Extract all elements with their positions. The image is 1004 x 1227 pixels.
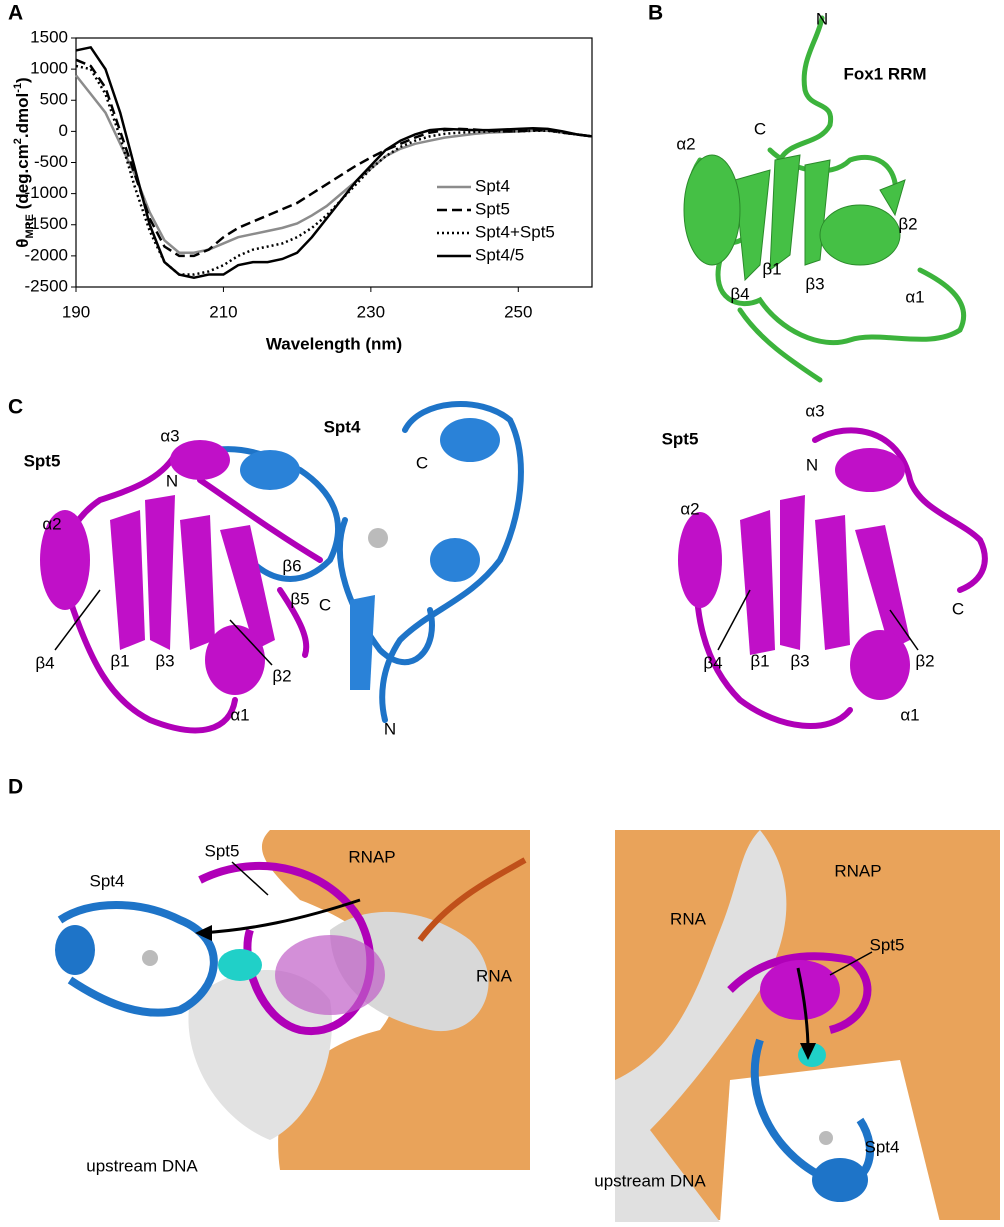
structure-label: α3 xyxy=(160,426,179,445)
structure-label: upstream DNA xyxy=(86,1156,198,1175)
structure-label: C xyxy=(319,595,331,614)
y-axis-label-part: MRE xyxy=(24,214,36,238)
structure-label: β1 xyxy=(110,651,129,670)
legend-label: Spt4/5 xyxy=(475,245,524,264)
x-tick-label: 250 xyxy=(504,302,532,321)
structure-label: Spt5 xyxy=(662,429,699,448)
structure-label: β2 xyxy=(272,666,291,685)
structure-label: α1 xyxy=(905,287,924,306)
structure-label: β4 xyxy=(703,653,722,672)
y-tick-label: 1500 xyxy=(30,27,68,46)
y-tick-label: 1000 xyxy=(30,59,68,78)
spt4-ribbon xyxy=(187,401,524,723)
structure-label: α3 xyxy=(805,401,824,420)
spt-complex-left xyxy=(55,861,385,1036)
structure-label: Spt5 xyxy=(205,841,240,860)
structure-label: α1 xyxy=(230,705,249,724)
structure-label: Spt4 xyxy=(865,1137,900,1156)
structure-label: C xyxy=(416,453,428,472)
x-axis-label: Wavelength (nm) xyxy=(266,334,402,353)
x-tick-label: 210 xyxy=(209,302,237,321)
structure-label: C xyxy=(952,599,964,618)
y-tick-label: -1500 xyxy=(25,214,68,233)
data-line xyxy=(75,58,593,258)
structure-label: β1 xyxy=(762,259,781,278)
structure-label: α2 xyxy=(42,514,61,533)
panel-letter: D xyxy=(8,776,23,799)
structure-label: β4 xyxy=(35,653,54,672)
y-axis-label-part: ) xyxy=(13,77,32,83)
structure-label: Fox1 RRM xyxy=(843,64,926,83)
y-axis-label-part: -1 xyxy=(12,83,24,93)
y-tick-label: 500 xyxy=(40,90,68,109)
rnap-surface-left xyxy=(188,830,530,1170)
structure-label: N xyxy=(806,455,818,474)
structure-label: β2 xyxy=(915,651,934,670)
structure-label: N xyxy=(166,471,178,490)
structure-label: Spt4 xyxy=(90,871,125,890)
y-tick-label: -2000 xyxy=(25,245,68,264)
legend-label: Spt5 xyxy=(475,199,510,218)
y-axis-label-part: .dmol xyxy=(13,93,32,138)
structure-label: β3 xyxy=(790,651,809,670)
legend-label: Spt4 xyxy=(475,176,510,195)
structure-label: RNAP xyxy=(834,861,881,880)
structure-label: α2 xyxy=(680,499,699,518)
y-tick-label: 0 xyxy=(59,121,68,140)
structure-label: N xyxy=(816,9,828,28)
y-tick-label: -1000 xyxy=(25,183,68,202)
structure-label: α1 xyxy=(900,705,919,724)
zinc-ion xyxy=(368,528,388,548)
x-tick-label: 190 xyxy=(62,302,90,321)
y-tick-label: -2500 xyxy=(25,276,68,295)
y-axis-label: θMRE (deg.cm2.dmol-1) xyxy=(12,77,36,247)
panel-letter: A xyxy=(8,2,23,25)
fox1-sheet xyxy=(683,154,906,282)
legend-label: Spt4+Spt5 xyxy=(475,222,555,241)
structure-label: β2 xyxy=(898,214,917,233)
y-tick-label: -500 xyxy=(34,152,68,171)
panel-letter: B xyxy=(648,2,663,25)
y-axis-label-part: (deg.cm xyxy=(13,144,32,214)
data-line xyxy=(75,64,593,276)
structure-label: N xyxy=(384,719,396,738)
structure-label: C xyxy=(754,119,766,138)
structure-label: β1 xyxy=(750,651,769,670)
structure-label: β5 xyxy=(290,589,309,608)
structure-label: upstream DNA xyxy=(594,1171,706,1190)
structure-label: Spt4 xyxy=(324,417,361,436)
structure-label: β6 xyxy=(282,556,301,575)
structure-label: Spt5 xyxy=(24,451,61,470)
spt4-helices xyxy=(240,418,500,690)
spt-complex-right xyxy=(727,952,874,1202)
structure-label: Spt5 xyxy=(870,935,905,954)
y-axis-label-part: 2 xyxy=(12,138,24,144)
leader-lines xyxy=(54,589,919,976)
x-tick-label: 230 xyxy=(357,302,385,321)
structure-label: β4 xyxy=(730,284,749,303)
structure-label: α2 xyxy=(676,134,695,153)
structure-label: β3 xyxy=(805,274,824,293)
structure-label: RNAP xyxy=(348,847,395,866)
y-axis-label-part: θ xyxy=(13,239,32,248)
data-line xyxy=(75,45,593,279)
structure-label: β3 xyxy=(155,651,174,670)
panel-letter: C xyxy=(8,396,23,419)
structure-label: RNA xyxy=(670,909,707,928)
structure-label: RNA xyxy=(476,966,513,985)
